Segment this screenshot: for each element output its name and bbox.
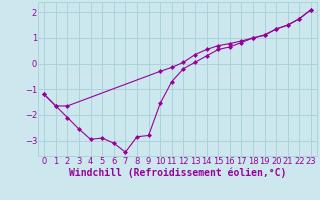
X-axis label: Windchill (Refroidissement éolien,°C): Windchill (Refroidissement éolien,°C): [69, 168, 286, 178]
